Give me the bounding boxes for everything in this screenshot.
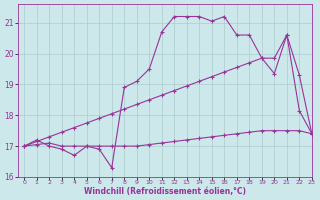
X-axis label: Windchill (Refroidissement éolien,°C): Windchill (Refroidissement éolien,°C): [84, 187, 246, 196]
